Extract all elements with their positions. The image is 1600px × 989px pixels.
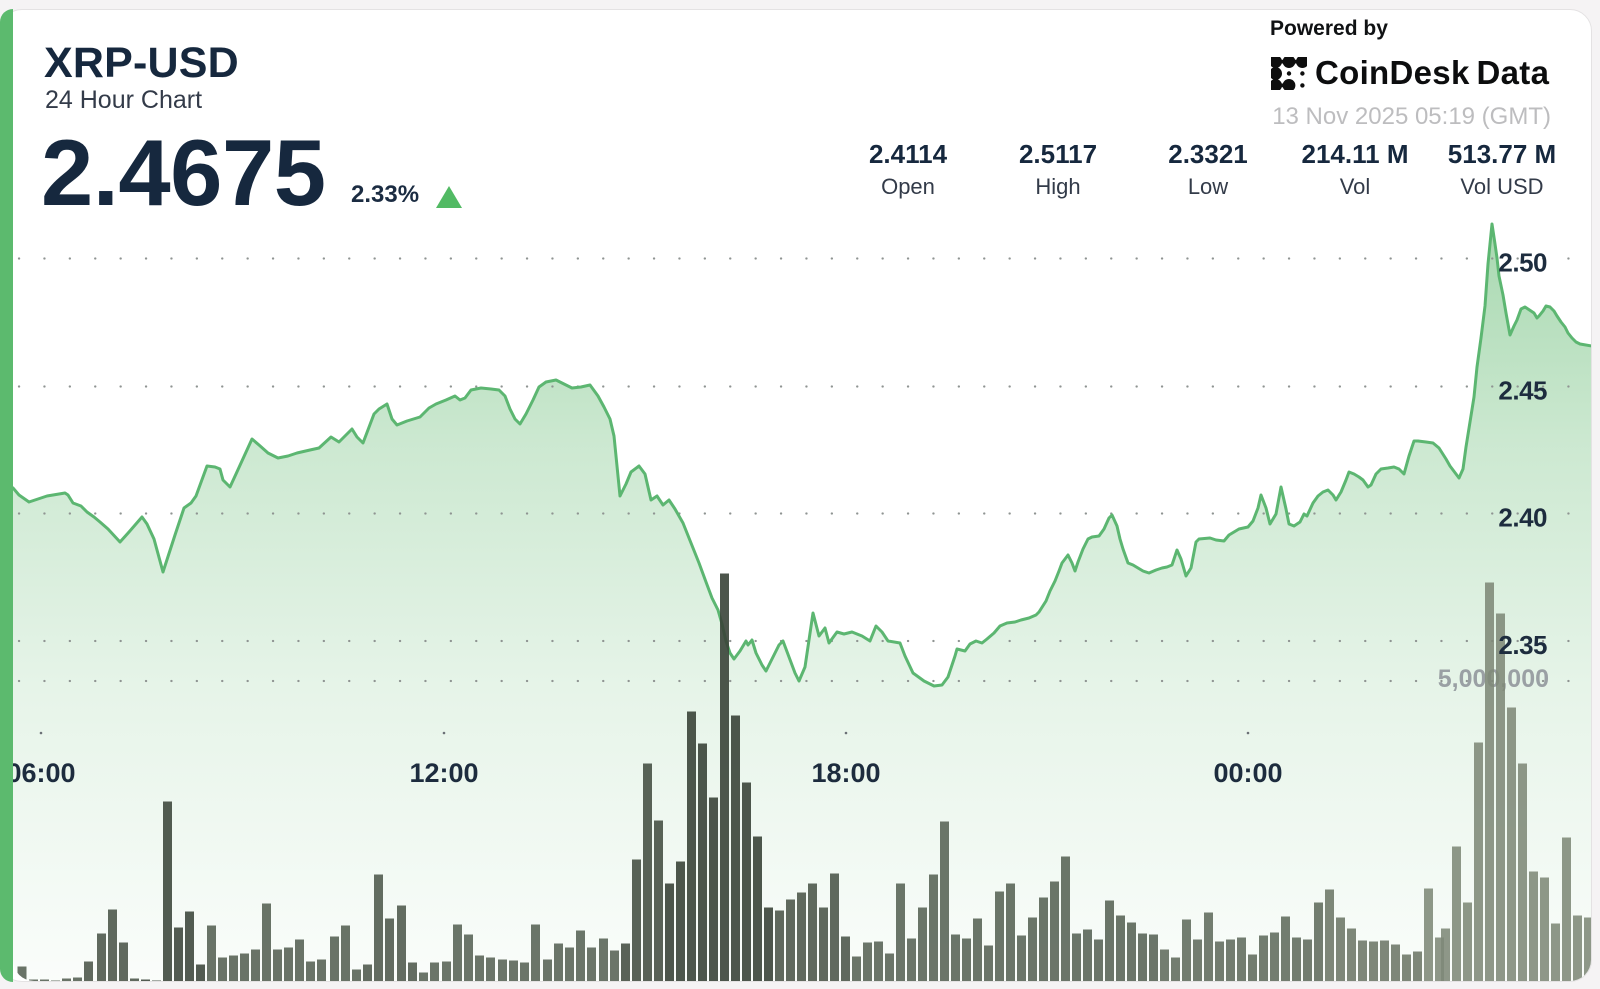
svg-text:00:00: 00:00 xyxy=(1213,758,1282,788)
svg-text:12:00: 12:00 xyxy=(409,758,478,788)
svg-text:06:00: 06:00 xyxy=(6,758,75,788)
svg-text:2.45: 2.45 xyxy=(1498,376,1547,406)
svg-text:2.50: 2.50 xyxy=(1498,248,1547,278)
svg-text:2.35: 2.35 xyxy=(1498,630,1547,660)
svg-text:18:00: 18:00 xyxy=(811,758,880,788)
svg-text:2.40: 2.40 xyxy=(1498,503,1547,533)
